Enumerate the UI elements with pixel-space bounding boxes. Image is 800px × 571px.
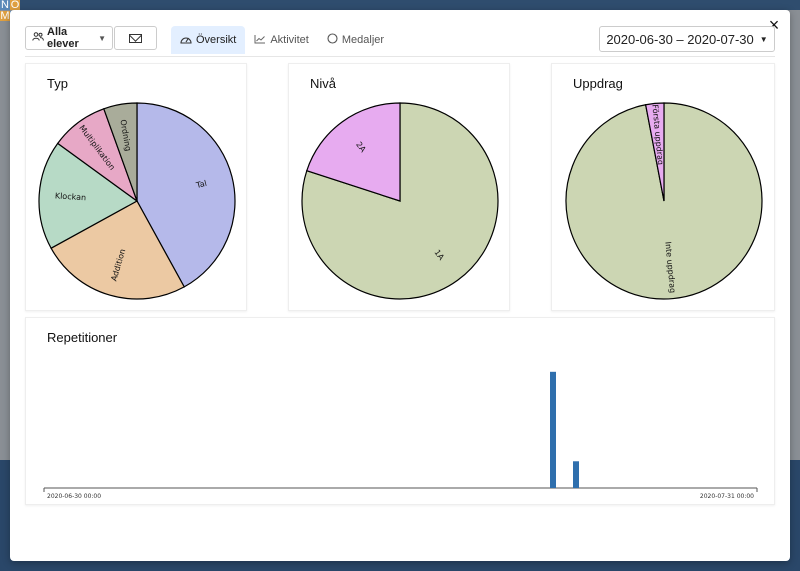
chart-card-repetitioner: Repetitioner 2020-06-30 00:00 2020-07-31 … [25,317,775,505]
date-range-label: 2020-06-30 – 2020-07-30 [606,31,754,47]
pie-slice-klockan [38,142,139,250]
date-range-picker[interactable]: 2020-06-30 – 2020-07-30 ▼ [599,26,775,52]
tab-oversikt[interactable]: Översikt [171,26,246,54]
mail-button[interactable] [114,26,157,50]
pie-label: Klockan [55,191,87,202]
logo-letter: O [10,0,20,11]
tab-bar: Översikt Aktivitet Medaljer [171,26,393,54]
line-chart-icon [254,34,266,47]
envelope-icon [129,33,142,43]
pie-slice-tal [136,102,236,288]
bar-chart-repetitioner: 2020-06-30 00:00 2020-07-31 00:00 [43,371,758,500]
tab-medaljer-label: Medaljer [341,34,385,46]
chevron-down-icon: ▼ [98,33,106,43]
tab-oversikt-label: Översikt [196,34,237,46]
close-button[interactable]: × [768,15,780,35]
x-axis-start-label: 2020-06-30 00:00 [47,493,101,500]
students-dropdown-label: Alla elever [47,26,79,50]
chart-title: Nivå [310,76,337,91]
chart-card-niva: Nivå 1A 2A [288,63,510,311]
toolbar-divider [25,56,775,57]
pie-slice-ordning [103,102,138,202]
chart-card-uppdrag: Uppdrag Inte uppdrag Första uppdrag [551,63,775,311]
logo-letter: M [0,10,10,22]
x-axis-end-label: 2020-07-31 00:00 [700,493,754,500]
tab-aktivitet[interactable]: Aktivitet [245,26,318,54]
pie-slice-2a [306,102,401,202]
users-icon [32,32,44,44]
background-header [0,0,800,10]
statistics-modal: × Alla elever ▼ [10,10,790,561]
bar [573,461,579,488]
students-dropdown[interactable]: Alla elever ▼ [25,26,113,50]
pie-label: Tal [194,179,208,191]
tab-aktivitet-label: Aktivitet [270,34,309,46]
pie-slice-första-uppdrag [644,102,665,202]
pie-slice-1a [301,102,499,300]
logo-letter: N [0,0,10,11]
tab-medaljer[interactable]: Medaljer [318,26,393,54]
chart-title: Repetitioner [47,330,118,345]
toolbar: Alla elever ▼ Översikt [25,26,775,56]
chart-card-typ: Typ Tal Addition Klockan Multiplikation Ordn… [25,63,247,311]
chart-title: Typ [47,76,68,91]
circle-icon [327,33,338,47]
pie-slice-addition [50,200,186,300]
bar [550,371,556,488]
chart-title: Uppdrag [573,76,623,91]
caret-down-icon: ▼ [759,34,768,44]
dashboard-icon [180,34,192,47]
